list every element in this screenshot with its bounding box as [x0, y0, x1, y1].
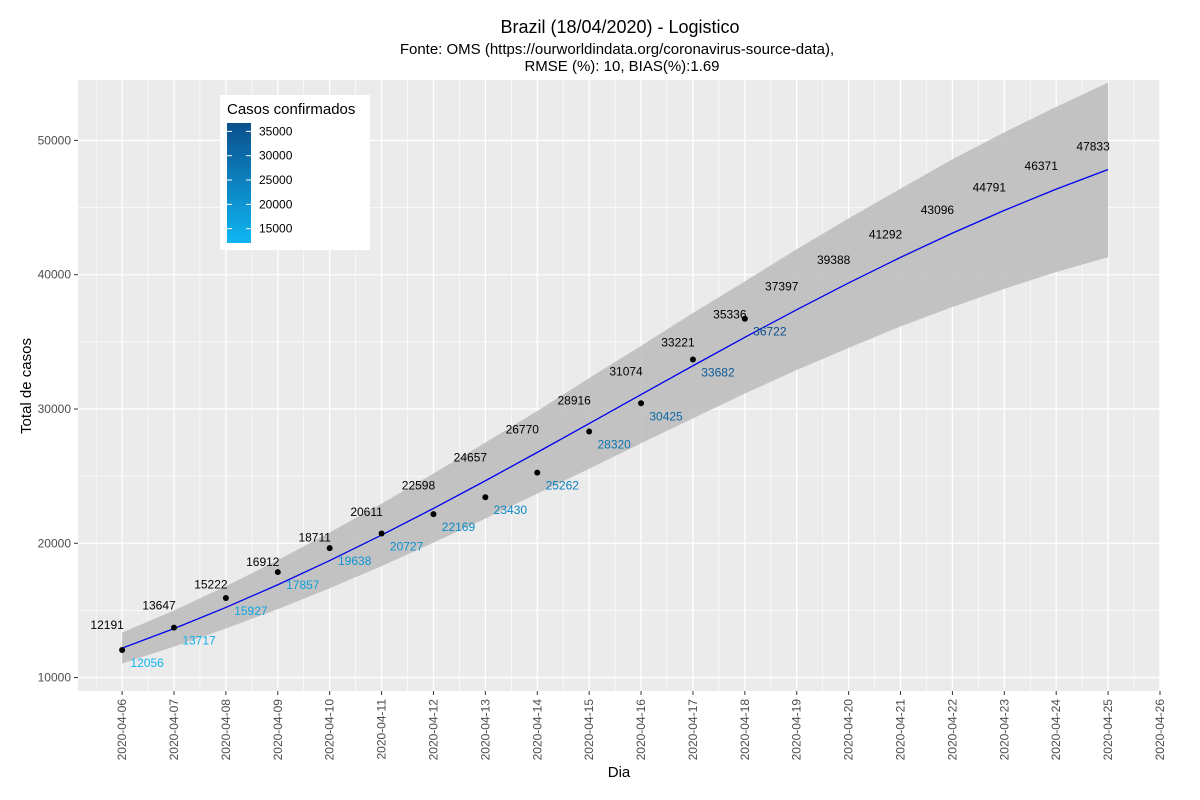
x-tick-label: 2020-04-19	[790, 699, 804, 761]
predicted-value-label: 18711	[298, 531, 331, 545]
observed-point	[274, 569, 281, 576]
x-tick-label: 2020-04-07	[167, 699, 181, 761]
observed-value-label: 28320	[597, 438, 631, 452]
x-axis-title: Dia	[608, 764, 631, 781]
predicted-value-label: 22598	[402, 478, 436, 492]
observed-point	[119, 646, 126, 653]
predicted-value-label: 28916	[557, 394, 591, 408]
predicted-value-label: 35336	[713, 307, 747, 321]
observed-point	[378, 530, 385, 537]
predicted-value-label: 24657	[454, 451, 488, 465]
observed-point	[586, 428, 593, 435]
x-tick-label: 2020-04-25	[1101, 699, 1115, 761]
legend-colorbar	[227, 123, 251, 243]
observed-value-label: 17857	[286, 578, 320, 592]
chart-subtitle-line1: Fonte: OMS (https://ourworldindata.org/c…	[400, 41, 834, 58]
x-tick-label: 2020-04-11	[375, 699, 389, 760]
observed-value-label: 12056	[130, 656, 164, 670]
legend-label: 20000	[259, 197, 293, 211]
predicted-value-label: 13647	[142, 599, 176, 613]
legend-label: 25000	[259, 173, 293, 187]
chart-subtitle-line2: RMSE (%): 10, BIAS(%):1.69	[524, 58, 719, 75]
predicted-value-label: 37397	[765, 280, 799, 294]
x-tick-label: 2020-04-15	[582, 699, 596, 761]
predicted-value-label: 15222	[194, 577, 228, 591]
y-tick-label: 10000	[38, 671, 72, 685]
observed-value-label: 13717	[182, 634, 216, 648]
x-tick-label: 2020-04-26	[1153, 699, 1167, 761]
predicted-value-label: 47833	[1076, 140, 1110, 154]
x-tick-label: 2020-04-12	[426, 699, 440, 761]
observed-point	[430, 511, 437, 518]
legend-title: Casos confirmados	[227, 101, 355, 118]
y-tick-label: 30000	[38, 402, 72, 416]
legend-label: 35000	[259, 124, 293, 138]
observed-value-label: 36722	[753, 325, 787, 339]
x-tick-label: 2020-04-16	[634, 699, 648, 761]
observed-point	[741, 315, 748, 322]
y-tick-label: 40000	[38, 268, 72, 282]
x-tick-label: 2020-04-08	[219, 699, 233, 761]
x-tick-label: 2020-04-18	[738, 699, 752, 761]
observed-point	[171, 624, 178, 631]
observed-point	[689, 356, 696, 363]
x-tick-label: 2020-04-13	[478, 699, 492, 761]
observed-point	[482, 494, 489, 501]
x-tick-label: 2020-04-10	[323, 699, 337, 761]
predicted-value-label: 31074	[609, 365, 643, 379]
predicted-value-label: 39388	[817, 253, 851, 267]
x-tick-label: 2020-04-17	[686, 699, 700, 761]
y-tick-label: 20000	[38, 536, 72, 550]
observed-value-label: 30425	[649, 409, 683, 423]
x-tick-label: 2020-04-24	[1049, 699, 1063, 761]
observed-point	[222, 594, 229, 601]
observed-value-label: 15927	[234, 604, 268, 618]
confidence-band	[122, 82, 1109, 664]
observed-value-label: 25262	[546, 479, 580, 493]
x-tick-label: 2020-04-06	[115, 699, 129, 761]
predicted-value-label: 16912	[246, 555, 280, 569]
observed-point	[638, 400, 645, 407]
x-tick-label: 2020-04-22	[945, 699, 959, 761]
legend: Casos confirmados 35000 30000 25000 20000 150…	[220, 95, 370, 250]
predicted-value-label: 46371	[1025, 159, 1059, 173]
x-tick-label: 2020-04-20	[842, 699, 856, 761]
observed-value-label: 22169	[442, 520, 476, 534]
observed-value-label: 23430	[494, 503, 528, 517]
predicted-value-label: 41292	[869, 227, 903, 241]
observed-point	[326, 545, 333, 552]
observed-value-label: 19638	[338, 554, 372, 568]
y-tick-label: 50000	[38, 133, 72, 147]
predicted-value-label: 20611	[350, 505, 383, 519]
observed-value-label: 33682	[701, 366, 735, 380]
x-tick-label: 2020-04-21	[894, 699, 908, 761]
x-tick-label: 2020-04-23	[997, 699, 1011, 761]
y-axis-title: Total de casos	[18, 338, 35, 434]
plot-area: 10000 20000 30000 40000 50000 2020-04-06 2020-…	[38, 80, 1167, 760]
chart-title: Brazil (18/04/2020) - Logistico	[500, 17, 739, 37]
predicted-value-label: 44791	[973, 180, 1007, 194]
legend-label: 30000	[259, 149, 293, 163]
fitted-line	[121, 168, 1109, 649]
predicted-value-label: 12191	[90, 618, 124, 632]
legend-label: 15000	[259, 222, 293, 236]
observed-value-label: 20727	[390, 540, 424, 554]
predicted-value-label: 43096	[921, 203, 955, 217]
predicted-value-label: 26770	[506, 422, 540, 436]
predicted-value-label: 33221	[661, 336, 695, 350]
x-tick-label: 2020-04-09	[271, 699, 285, 761]
x-tick-label: 2020-04-14	[530, 699, 544, 761]
observed-point	[534, 469, 541, 476]
